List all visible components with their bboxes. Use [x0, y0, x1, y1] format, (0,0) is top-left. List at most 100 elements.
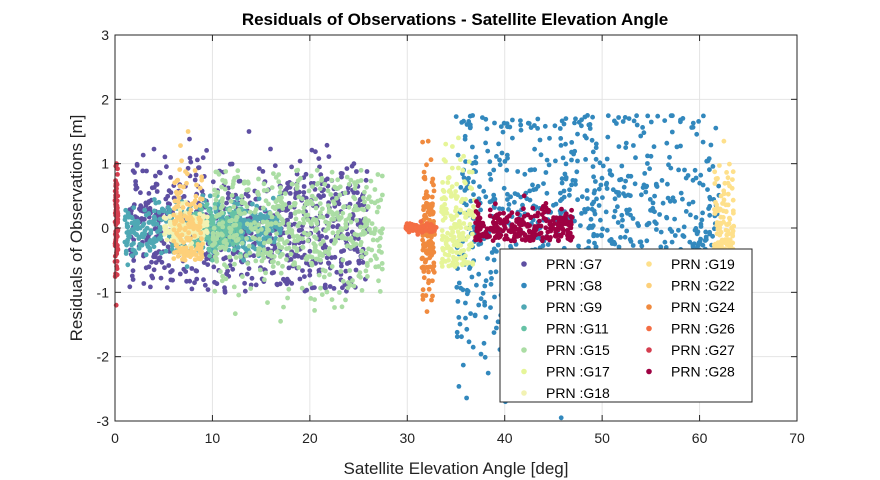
data-point: [220, 220, 226, 226]
data-point: [648, 119, 654, 125]
data-point: [114, 214, 120, 220]
data-point: [460, 362, 466, 368]
data-point: [491, 257, 497, 263]
data-point: [318, 195, 323, 200]
data-point: [171, 212, 177, 218]
data-point: [334, 269, 340, 275]
x-axis-label: Satellite Elevation Angle [deg]: [344, 459, 569, 478]
data-point: [559, 206, 564, 212]
data-point: [217, 245, 223, 251]
data-point: [421, 169, 427, 175]
data-point: [256, 166, 262, 172]
data-point: [324, 142, 330, 148]
data-point: [113, 271, 118, 277]
data-point: [591, 190, 597, 196]
data-point: [326, 251, 332, 257]
data-point: [645, 161, 650, 166]
data-point: [197, 211, 203, 217]
data-point: [189, 245, 194, 251]
data-point: [538, 230, 544, 236]
data-point: [265, 300, 270, 305]
data-point: [207, 253, 213, 259]
data-point: [348, 219, 354, 225]
data-point: [487, 213, 493, 219]
data-point: [727, 161, 732, 167]
legend-label: PRN :G19: [671, 256, 735, 272]
y-tick-label: -2: [97, 349, 110, 365]
legend-marker: [521, 368, 527, 375]
data-point: [640, 125, 645, 130]
data-point: [359, 248, 365, 254]
data-point: [379, 266, 385, 272]
data-point: [364, 169, 370, 174]
data-point: [145, 244, 151, 249]
data-point: [440, 180, 445, 185]
data-point: [195, 157, 200, 163]
data-point: [143, 252, 149, 258]
data-point: [471, 224, 476, 230]
data-point: [727, 239, 733, 245]
data-point: [219, 278, 225, 284]
data-point: [644, 183, 650, 189]
data-point: [532, 123, 537, 128]
data-point: [184, 201, 190, 207]
data-point: [482, 354, 488, 360]
data-point: [356, 258, 362, 264]
data-point: [365, 274, 370, 279]
legend-marker: [521, 390, 527, 396]
data-point: [471, 204, 476, 209]
data-point: [149, 273, 155, 279]
data-point: [466, 208, 472, 214]
data-point: [445, 252, 451, 258]
data-point: [555, 222, 561, 228]
data-point: [192, 168, 198, 173]
data-point: [730, 231, 735, 237]
data-point: [253, 258, 259, 264]
data-points: [112, 113, 737, 421]
data-point: [558, 136, 564, 141]
data-point: [717, 232, 723, 238]
data-point: [197, 185, 203, 191]
data-point: [491, 192, 497, 198]
data-point: [239, 240, 245, 246]
data-point: [351, 283, 357, 289]
data-point: [258, 212, 263, 217]
data-point: [131, 237, 137, 243]
data-point: [256, 222, 261, 228]
data-point: [153, 173, 158, 179]
data-point: [261, 188, 267, 193]
data-point: [676, 167, 681, 173]
data-point: [662, 118, 668, 123]
data-point: [309, 193, 315, 199]
data-point: [463, 225, 469, 231]
data-point: [644, 238, 650, 244]
data-point: [506, 202, 512, 207]
data-point: [151, 146, 157, 152]
data-point: [466, 339, 472, 345]
data-point: [330, 211, 336, 216]
data-point: [645, 113, 651, 119]
data-point: [324, 235, 329, 240]
data-point: [614, 121, 619, 126]
data-point: [266, 227, 271, 233]
data-point: [294, 182, 300, 188]
data-point: [497, 227, 503, 232]
data-point: [488, 177, 494, 182]
data-point: [295, 238, 300, 243]
data-point: [182, 257, 188, 263]
data-point: [359, 254, 365, 259]
data-point: [424, 309, 430, 314]
data-point: [715, 240, 721, 246]
data-point: [431, 188, 437, 194]
legend-marker: [646, 347, 652, 353]
data-point: [455, 194, 460, 200]
data-point: [467, 221, 473, 227]
data-point: [327, 246, 332, 251]
data-point: [156, 199, 162, 205]
data-point: [473, 154, 479, 160]
data-point: [325, 188, 331, 194]
data-point: [188, 159, 194, 165]
legend-marker: [646, 325, 652, 332]
data-point: [134, 161, 140, 167]
data-point: [473, 237, 478, 243]
